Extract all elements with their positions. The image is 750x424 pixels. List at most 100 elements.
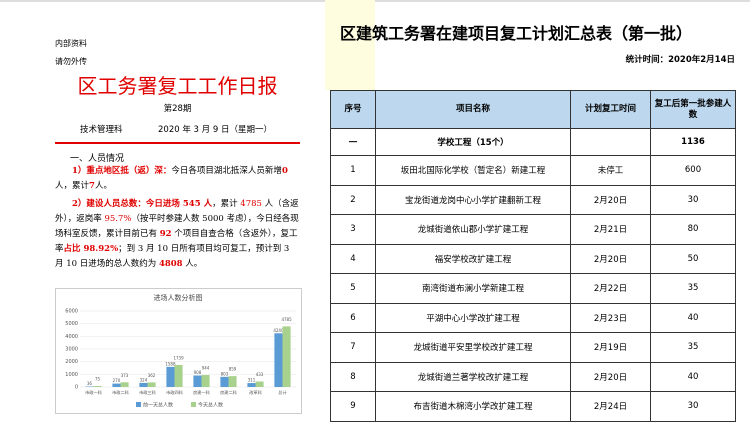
data-label: 362	[148, 373, 156, 378]
text: 人（含返外），返岗率	[55, 199, 299, 224]
data-label: 324	[140, 377, 148, 382]
legend-label: 今天总人数	[198, 402, 223, 409]
table-title: 区建筑工务署在建项目复工计划汇总表（第一批）	[340, 24, 693, 43]
table-cell: 复工后第一批参建人数	[650, 90, 736, 129]
table-row: 6 平湖中心小学改扩建工程 2月23日 40	[330, 302, 736, 333]
table-cell: 8	[330, 361, 376, 392]
x-tick-label: 房建一科	[193, 389, 211, 396]
bar	[93, 386, 102, 387]
bar	[282, 326, 291, 387]
table-cell: 4	[330, 243, 376, 274]
issue: 第28期	[163, 104, 192, 114]
x-tick-label: 改革科	[249, 389, 262, 396]
note: 内部资料	[55, 39, 87, 48]
divider	[55, 142, 300, 144]
bar	[220, 376, 229, 387]
table-cell: 项目名称	[375, 90, 571, 129]
bar	[201, 375, 210, 387]
table-cell: 5	[330, 273, 376, 304]
table-cell: 宝龙街道龙岗中心小学扩建翻新工程	[375, 184, 571, 215]
data-label: 908	[194, 370, 202, 375]
table-cell: 坂田北国际化学校（暂定名）新建工程	[375, 155, 571, 186]
legend-swatch	[136, 402, 141, 407]
text: 今日各项目湖北抵深人员新增	[171, 166, 282, 176]
bar	[228, 376, 237, 387]
y-tick-label: 6000	[65, 309, 78, 315]
text: ，累计	[212, 199, 241, 209]
x-tick-label: 市政四科	[166, 389, 184, 396]
bar	[139, 382, 148, 387]
table-row: 2 宝龙街道龙岗中心小学扩建翻新工程 2月20日 30	[330, 184, 736, 215]
table-row: 一学校工程（15个） 1136	[330, 128, 736, 156]
table-cell: 平湖中心小学改扩建工程	[375, 302, 571, 333]
text: 人。	[182, 259, 203, 269]
table-cell	[570, 128, 651, 156]
text: ；到 3 月 10 日所有项目均可复工，预计到 3 月 10 日进场的总人数约为	[55, 244, 290, 269]
text: 92	[159, 229, 172, 239]
y-tick-label: 0	[75, 385, 78, 391]
data-label: 1739	[173, 355, 184, 360]
strip	[325, 0, 375, 90]
legend-swatch	[191, 402, 196, 407]
table-row: 4 福安学校改扩建工程 2月20日 50	[330, 243, 736, 274]
table-cell: 6	[330, 302, 376, 333]
text: 7	[89, 181, 95, 191]
table-row: 5 南湾街道布澜小学新建工程 2月22日 35	[330, 273, 736, 304]
x-tick-label: 市政二科	[112, 389, 130, 396]
paragraph: 1）重点地区抵（返）深：今日各项目湖北抵深人员新增0 人，累计7人。	[55, 164, 300, 194]
bar	[147, 382, 156, 387]
bar	[247, 383, 256, 387]
table-cell: 40	[650, 361, 736, 392]
table-cell: 1136	[650, 128, 736, 156]
data-label: 270	[113, 378, 121, 383]
y-tick-label: 1000	[65, 372, 78, 378]
text: 95.7%	[104, 214, 132, 224]
table-cell: 3	[330, 214, 376, 245]
chart: 进场人数分析图 0 1000 2000 3000 4000 5000 6000 市政一科 367…	[55, 288, 302, 414]
table-cell: 7	[330, 332, 376, 363]
bar	[174, 364, 183, 387]
x-tick-label: 市政一科	[85, 389, 103, 396]
data-label: 4240	[273, 328, 284, 333]
table-cell: 龙城街道平安里学校改扩建工程	[375, 332, 571, 363]
table-cell: 50	[650, 243, 736, 274]
table-cell: 未停工	[570, 155, 651, 186]
text: 人，累计	[55, 181, 90, 191]
table-cell: 35	[650, 332, 736, 363]
table-cell: 9	[330, 391, 376, 422]
table-cell: 40	[650, 302, 736, 333]
data-label: 803	[221, 371, 229, 376]
table: 序号 项目名称 计划复工时间 复工后第一批参建人数一学校工程（15个） 1136 1 坂田北…	[330, 90, 736, 422]
table-cell: 2月20日	[570, 243, 651, 274]
data-label: 4785	[281, 317, 292, 322]
x-tick-label: 房建二科	[220, 389, 238, 396]
data-label: 1588	[165, 361, 176, 366]
text: 个项目自查合格（含返外），复工率	[55, 229, 298, 254]
table-cell: 2月19日	[570, 332, 651, 363]
table-row: 3 龙城街道依山郡小学扩建工程 2月21日 80	[330, 214, 736, 245]
x-tick-label: 总计	[278, 389, 286, 396]
date: 2020 年 3 月 9 日（星期一）	[158, 125, 272, 135]
table-row: 序号 项目名称 计划复工时间 复工后第一批参建人数	[330, 90, 736, 129]
note: 请勿外传	[55, 57, 87, 66]
table-cell: 35	[650, 273, 736, 304]
y-tick-label: 2000	[65, 359, 78, 365]
data-label: 311	[248, 378, 256, 383]
bar	[112, 383, 121, 387]
table-row: 9 布吉街道木棉湾小学改扩建工程 2月24日 30	[330, 391, 736, 422]
table-cell: 龙城街道依山郡小学扩建工程	[375, 214, 571, 245]
table-cell: 福安学校改扩建工程	[375, 243, 571, 274]
paragraph: 2）建设人员总数：今日进场 545 人，累计 4785 人（含返外），返岗率 9…	[55, 197, 300, 272]
table-cell: 2月23日	[570, 302, 651, 333]
table-cell: 南湾街道布澜小学新建工程	[375, 273, 571, 304]
table-cell: 1	[330, 155, 376, 186]
section: 一、人员情况	[70, 154, 125, 164]
y-tick-label: 3000	[65, 347, 78, 353]
stat-time: 统计时间：2020年2月14日	[625, 55, 735, 65]
text: 4785	[240, 199, 262, 209]
table-row: 7 龙城街道平安里学校改扩建工程 2月19日 35	[330, 332, 736, 363]
data-label: 36	[87, 381, 93, 386]
bar	[255, 381, 264, 387]
report-title: 区工务署复工工作日报	[77, 74, 278, 98]
